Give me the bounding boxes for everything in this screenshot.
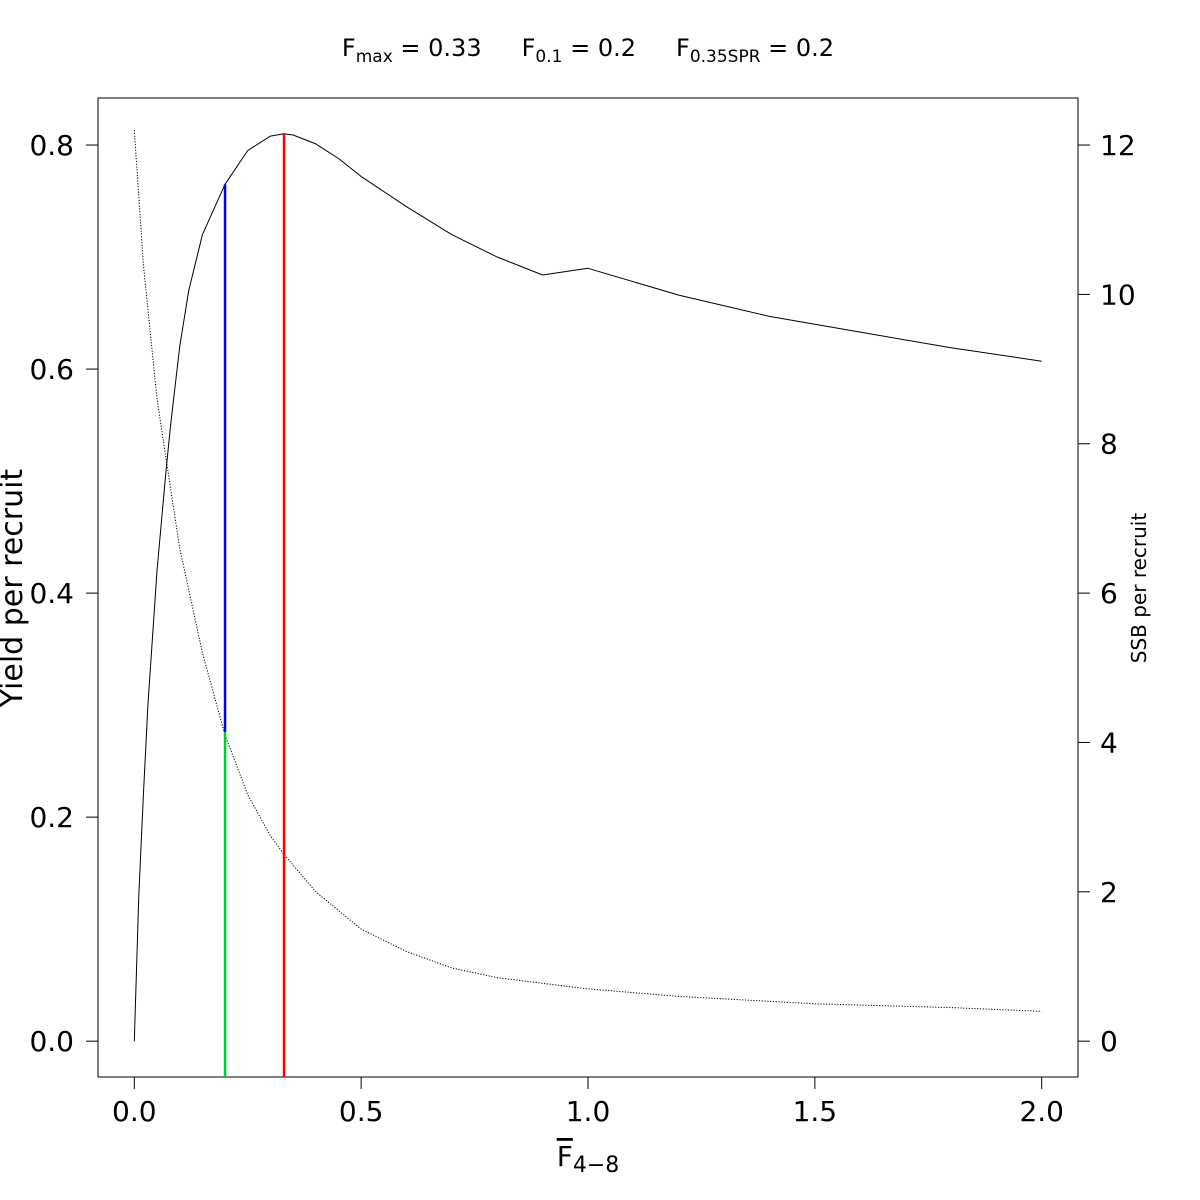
- x-axis-label: F4−8: [557, 1140, 620, 1178]
- ref-point-0-subscript: max: [356, 47, 393, 67]
- y2-tick-label: 2: [1100, 876, 1118, 909]
- y2-tick-label: 12: [1100, 129, 1136, 162]
- y-tick-label: 0.4: [29, 577, 74, 610]
- ref-point-0-value: = 0.33: [393, 34, 482, 62]
- x-axis-label-subscript: 4−8: [573, 1153, 619, 1178]
- y-tick-label: 0.8: [29, 129, 74, 162]
- x-axis: 0.0 0.5 1.0 1.5 2.0: [112, 1077, 1064, 1128]
- ref-point-1-subscript: 0.1: [535, 47, 562, 67]
- ref-point-2-symbol: F: [676, 34, 690, 62]
- plot-frame: [97, 97, 1079, 1078]
- y2-tick-label: 6: [1100, 577, 1118, 610]
- y2-tick-label: 10: [1100, 278, 1136, 311]
- x-tick-label: 0.5: [339, 1095, 384, 1128]
- y2-tick-label: 0: [1100, 1025, 1118, 1058]
- y-tick-label: 0.6: [29, 353, 74, 386]
- y2-tick-label: 4: [1100, 726, 1118, 759]
- x-tick-label: 1.5: [793, 1095, 838, 1128]
- y-tick-label: 0.0: [29, 1025, 74, 1058]
- reference-points-header: Fmax = 0.33 F0.1 = 0.2 F0.35SPR = 0.2: [342, 34, 834, 67]
- reference-lines: [223, 133, 286, 1077]
- yield-per-recruit-line: [133, 133, 1042, 1042]
- x-tick-label: 2.0: [1019, 1095, 1064, 1128]
- ref-point-0-symbol: F: [342, 34, 356, 62]
- y2-axis: 0 2 4 6 8 10 12: [1078, 129, 1136, 1058]
- x-tick-label: 1.0: [566, 1095, 611, 1128]
- y-tick-label: 0.2: [29, 801, 74, 834]
- y2-axis-label: SSB per recruit: [1127, 513, 1151, 664]
- x-axis-label-symbol: F: [557, 1140, 573, 1173]
- ref-point-1-symbol: F: [522, 34, 536, 62]
- ref-point-2-value: = 0.2: [761, 34, 835, 62]
- series-layer: [133, 130, 1042, 1042]
- y-axis: 0.0 0.2 0.4 0.6 0.8: [29, 129, 98, 1058]
- ref-point-1-value: = 0.2: [562, 34, 636, 62]
- ref-point-2-subscript: 0.35SPR: [690, 47, 761, 67]
- y2-tick-label: 8: [1100, 428, 1118, 461]
- y-axis-label: Yield per recruit: [0, 469, 30, 709]
- ssb-per-recruit-line: [133, 130, 1042, 1012]
- x-tick-label: 0.0: [112, 1095, 157, 1128]
